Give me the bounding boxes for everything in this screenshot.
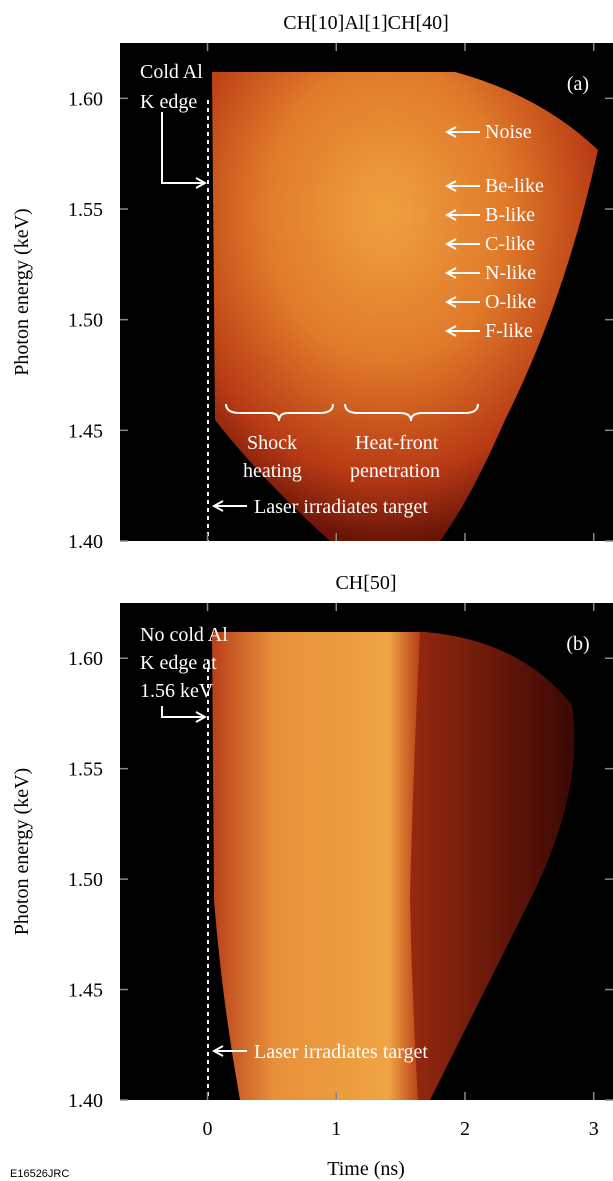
y-axis-label: Photon energy (keV): [11, 208, 33, 375]
x-tick-label: 3: [589, 1118, 599, 1140]
panel-title: CH[50]: [335, 572, 396, 594]
annotation: F-like: [485, 320, 533, 342]
annotation: Heat-front: [355, 432, 439, 454]
panel-title: CH[10]Al[1]CH[40]: [283, 12, 449, 34]
panel-label: (a): [567, 73, 589, 95]
annotation: K edge: [140, 91, 197, 113]
y-tick-label: 1.40: [68, 531, 103, 553]
annotation: K edge at: [140, 652, 217, 674]
annotation: B-like: [485, 204, 535, 226]
x-tick-label: 2: [460, 1118, 470, 1140]
figure-id: E16526JRC: [10, 1168, 69, 1180]
y-tick-label: 1.55: [68, 759, 103, 781]
y-tick-label: 1.50: [68, 310, 103, 332]
y-tick-label: 1.55: [68, 199, 103, 221]
annotation: penetration: [350, 460, 440, 482]
figure: E16526JRC CH[10]Al[1]CH[40] (a) Photon ene…: [0, 0, 613, 1181]
y-tick-label: 1.40: [68, 1090, 103, 1112]
x-axis-label: Time (ns): [327, 1158, 405, 1180]
annotation: Laser irradiates target: [254, 496, 428, 518]
x-tick-label: 1: [331, 1118, 341, 1140]
annotation: Be-like: [485, 175, 544, 197]
streak-image: [212, 632, 420, 1100]
x-tick-label: 0: [203, 1118, 213, 1140]
annotation: O-like: [485, 291, 536, 313]
annotation: Noise: [485, 121, 532, 143]
annotation: Shock: [247, 432, 297, 454]
y-axis-label: Photon energy (keV): [11, 768, 33, 935]
y-tick-label: 1.45: [68, 980, 103, 1002]
annotation: C-like: [485, 233, 535, 255]
annotation: Laser irradiates target: [254, 1041, 428, 1063]
panel-label: (b): [566, 633, 589, 655]
annotation: 1.56 keV: [140, 680, 214, 702]
y-tick-label: 1.50: [68, 869, 103, 891]
annotation: heating: [243, 460, 302, 482]
annotation: No cold Al: [140, 624, 228, 646]
annotation: N-like: [485, 262, 536, 284]
y-tick-label: 1.60: [68, 88, 103, 110]
y-tick-label: 1.60: [68, 648, 103, 670]
annotation: Cold Al: [140, 61, 203, 83]
y-tick-label: 1.45: [68, 420, 103, 442]
